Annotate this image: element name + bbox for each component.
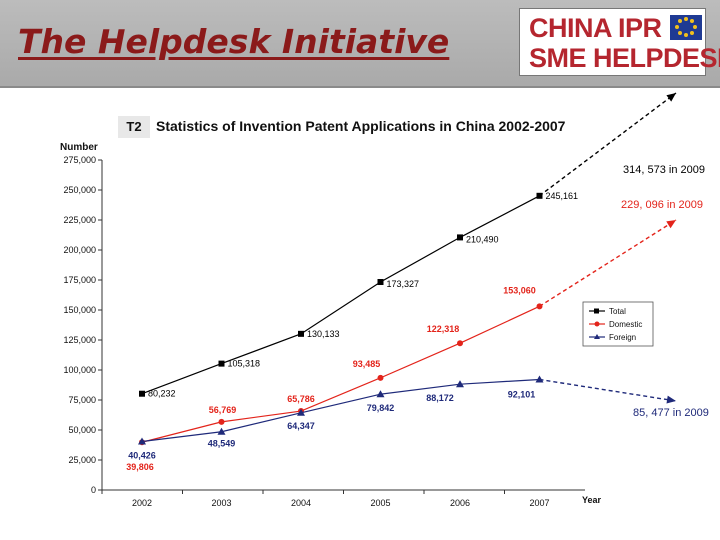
series-line-foreign bbox=[141, 378, 540, 443]
projection-arrowhead-icon bbox=[666, 395, 676, 404]
y-axis-label: Number bbox=[60, 142, 98, 153]
y-tick-label: 250,000 bbox=[63, 185, 96, 195]
data-label-domestic: 39,806 bbox=[126, 462, 154, 472]
y-tick-label: 100,000 bbox=[63, 365, 96, 375]
y-tick-label: 25,000 bbox=[68, 455, 96, 465]
data-point-foreign bbox=[535, 375, 544, 383]
data-label-foreign: 48,549 bbox=[208, 439, 236, 449]
projection-arrowhead-icon bbox=[666, 220, 676, 229]
data-label-total: 130,133 bbox=[307, 329, 340, 339]
data-point-domestic bbox=[457, 340, 463, 347]
y-tick-label: 50,000 bbox=[68, 425, 96, 435]
y-tick-label: 150,000 bbox=[63, 305, 96, 315]
data-label-foreign: 92,101 bbox=[508, 389, 536, 399]
projection-annotation: 85, 477 in 2009 bbox=[633, 407, 709, 419]
projection-arrow-domestic bbox=[539, 219, 677, 307]
data-label-foreign: 64,347 bbox=[287, 421, 315, 431]
legend-label-total: Total bbox=[609, 307, 626, 316]
logo-text-line1: CHINA IPR bbox=[529, 13, 662, 43]
chart-tag: T2 bbox=[126, 119, 141, 134]
y-tick-label: 225,000 bbox=[63, 215, 96, 225]
y-tick-label: 75,000 bbox=[68, 395, 96, 405]
logo-text-line2: SME HELPDESK bbox=[529, 43, 720, 73]
chart-tag-box bbox=[118, 116, 150, 138]
legend-marker-foreign bbox=[594, 334, 600, 339]
series-line-domestic bbox=[141, 305, 540, 443]
page-title: The Helpdesk Initiative bbox=[18, 22, 450, 61]
projection-arrow-total bbox=[539, 92, 677, 197]
data-label-total: 245,161 bbox=[546, 191, 579, 201]
data-label-total: 80,232 bbox=[148, 389, 176, 399]
header-divider bbox=[0, 86, 720, 88]
x-tick-label: 2006 bbox=[450, 498, 470, 508]
x-tick-label: 2005 bbox=[370, 498, 390, 508]
x-tick-label: 2002 bbox=[132, 498, 152, 508]
china-ipr-logo: CHINA IPR SME HELPDESK bbox=[519, 8, 720, 76]
legend-marker-domestic bbox=[594, 321, 600, 327]
data-point-total bbox=[377, 279, 384, 286]
data-label-foreign: 40,426 bbox=[128, 450, 156, 460]
projection-annotation: 229, 096 in 2009 bbox=[621, 199, 703, 211]
data-label-foreign: 79,842 bbox=[367, 403, 395, 413]
projection-annotation: 314, 573 in 2009 bbox=[623, 164, 705, 176]
x-tick-label: 2007 bbox=[529, 498, 549, 508]
series-line-total bbox=[141, 195, 540, 395]
legend-label-domestic: Domestic bbox=[609, 320, 642, 329]
data-point-foreign bbox=[217, 427, 226, 435]
data-label-domestic: 153,060 bbox=[503, 285, 536, 295]
data-label-foreign: 88,172 bbox=[426, 393, 454, 403]
y-tick-label: 0 bbox=[91, 485, 96, 495]
data-point-total bbox=[457, 234, 463, 241]
data-label-domestic: 65,786 bbox=[287, 394, 315, 404]
x-axis-label: Year bbox=[582, 495, 602, 505]
legend-marker-total bbox=[594, 308, 599, 314]
data-point-total bbox=[298, 330, 304, 337]
data-point-foreign bbox=[456, 380, 464, 388]
data-point-domestic bbox=[377, 374, 384, 381]
data-label-total: 210,490 bbox=[466, 234, 499, 244]
data-label-total: 105,318 bbox=[228, 359, 261, 369]
data-label-domestic: 122,318 bbox=[427, 324, 460, 334]
projection-arrowhead-icon bbox=[666, 93, 676, 102]
x-tick-label: 2003 bbox=[211, 498, 231, 508]
data-point-foreign bbox=[138, 437, 146, 445]
y-tick-label: 175,000 bbox=[63, 275, 96, 285]
projection-arrow-foreign bbox=[539, 378, 677, 402]
y-tick-label: 275,000 bbox=[63, 155, 96, 165]
x-tick-label: 2004 bbox=[291, 498, 311, 508]
data-point-total bbox=[139, 390, 145, 397]
data-label-domestic: 93,485 bbox=[353, 359, 381, 369]
legend-label-foreign: Foreign bbox=[609, 333, 636, 342]
chart-title: Statistics of Invention Patent Applicati… bbox=[156, 118, 566, 134]
data-point-total bbox=[218, 360, 225, 367]
y-tick-label: 200,000 bbox=[63, 245, 96, 255]
patent-applications-chart: T2 Statistics of Invention Patent Applica… bbox=[60, 92, 709, 508]
data-point-domestic bbox=[218, 418, 225, 425]
eu-flag-icon bbox=[670, 15, 702, 40]
y-tick-label: 125,000 bbox=[63, 335, 96, 345]
data-label-domestic: 56,769 bbox=[209, 405, 237, 415]
data-point-foreign bbox=[376, 390, 385, 398]
data-label-total: 173,327 bbox=[387, 279, 420, 289]
data-point-foreign bbox=[297, 408, 305, 416]
